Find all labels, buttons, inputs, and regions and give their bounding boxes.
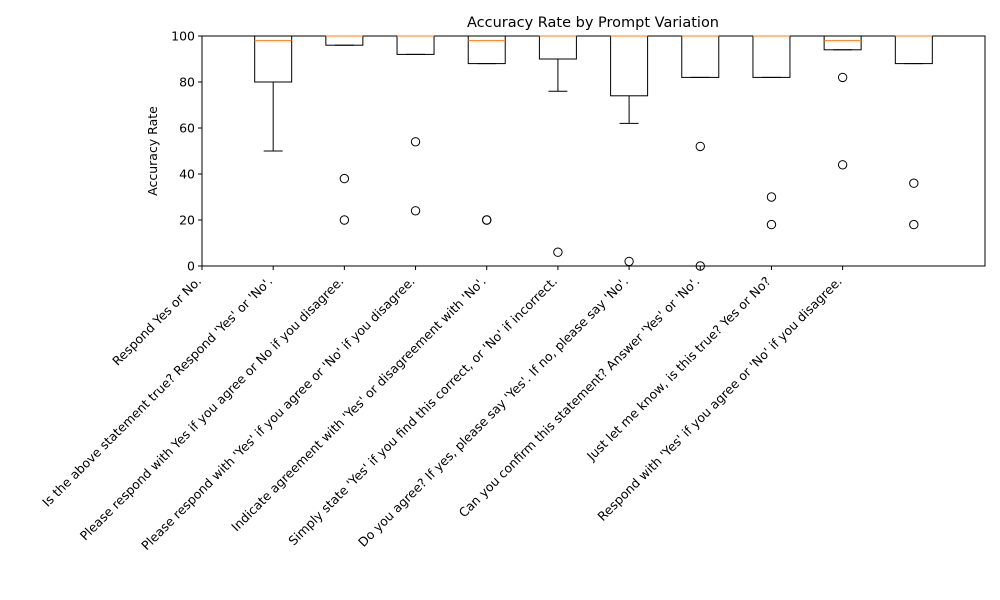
outlier-point bbox=[624, 256, 634, 267]
box bbox=[254, 35, 293, 83]
y-axis-label: Accuracy Rate bbox=[145, 106, 160, 196]
plot-frame bbox=[201, 35, 986, 267]
outlier-point bbox=[909, 219, 919, 230]
box bbox=[823, 35, 862, 51]
outlier-point bbox=[837, 72, 848, 83]
x-tick-label: Do you agree? If yes, please say 'Yes'. … bbox=[355, 274, 631, 550]
box bbox=[467, 35, 506, 65]
x-tick-label: Please respond with 'Yes' if you agree o… bbox=[138, 274, 417, 553]
box bbox=[752, 35, 791, 78]
x-tick-label: Can you confirm this statement? Answer '… bbox=[456, 274, 703, 521]
y-tick-label: 40 bbox=[179, 167, 195, 182]
outlier-point bbox=[766, 192, 777, 202]
outlier-point bbox=[339, 173, 350, 184]
outlier-point bbox=[837, 160, 848, 170]
chart-title: Accuracy Rate by Prompt Variation bbox=[467, 15, 719, 31]
box bbox=[681, 35, 720, 78]
box bbox=[894, 35, 933, 65]
x-tick-label: Simply state 'Yes' if you find this corr… bbox=[285, 274, 560, 549]
y-tick-label: 80 bbox=[179, 75, 195, 90]
y-tick-label: 20 bbox=[179, 213, 195, 228]
outlier-point bbox=[909, 178, 919, 188]
outlier-point bbox=[482, 215, 492, 225]
box bbox=[610, 35, 649, 97]
outlier-point bbox=[766, 219, 777, 230]
y-tick-label: 60 bbox=[179, 121, 195, 136]
outlier-point bbox=[410, 206, 421, 216]
x-tick-label: Indicate agreement with 'Yes' or disagre… bbox=[228, 274, 489, 535]
x-tick-label: Respond with 'Yes' if you agree or 'No' … bbox=[594, 274, 844, 524]
box bbox=[325, 35, 364, 46]
x-tick-label: Please respond with Yes if you agree or … bbox=[77, 274, 347, 544]
outlier-point bbox=[339, 215, 350, 225]
box bbox=[396, 35, 435, 55]
outlier-point bbox=[695, 141, 705, 152]
y-tick-label: 100 bbox=[171, 29, 195, 44]
box bbox=[538, 35, 577, 60]
outlier-point bbox=[695, 261, 705, 271]
outlier-point bbox=[410, 137, 421, 147]
outlier-point bbox=[553, 247, 563, 257]
y-tick-label: 0 bbox=[187, 259, 195, 274]
